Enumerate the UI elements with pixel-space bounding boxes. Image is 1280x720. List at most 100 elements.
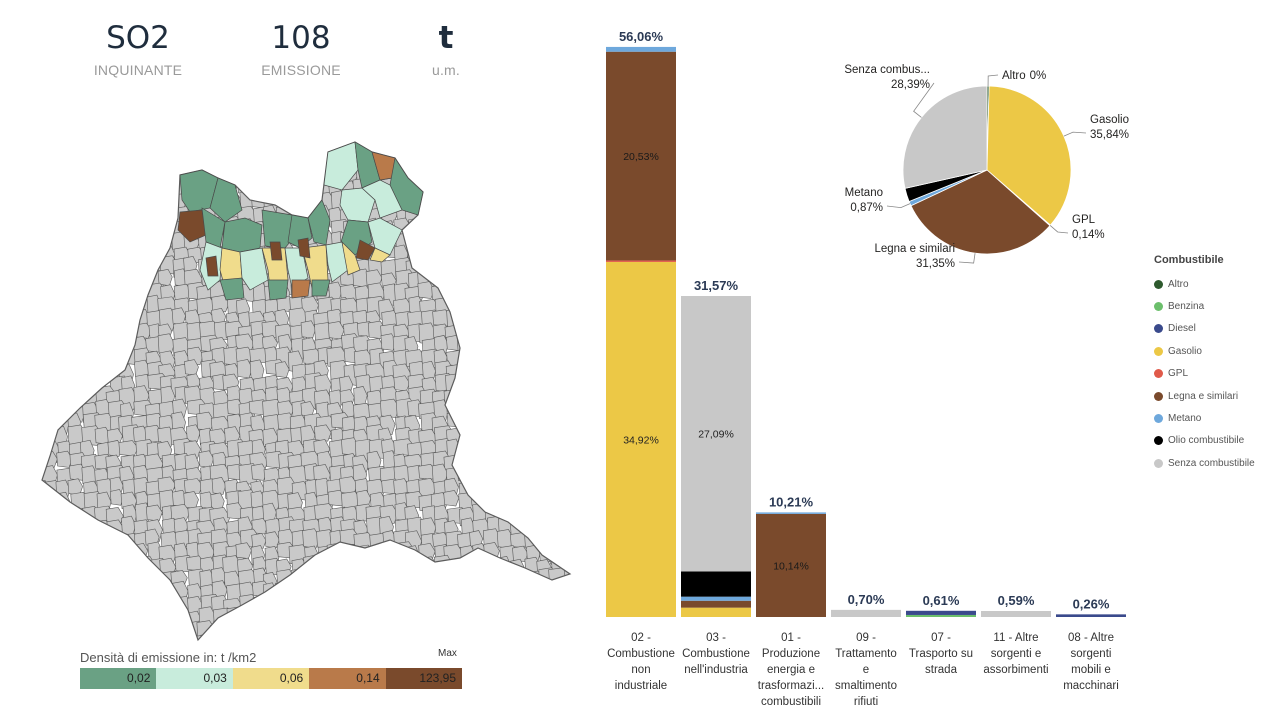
municipality-cell[interactable] xyxy=(458,244,472,268)
municipality-cell[interactable] xyxy=(30,502,45,521)
municipality-cell[interactable] xyxy=(302,609,317,627)
bar-segment[interactable] xyxy=(756,512,826,514)
municipality-cell[interactable] xyxy=(107,311,128,333)
municipality-cell[interactable] xyxy=(508,218,524,235)
municipality-cell[interactable] xyxy=(509,439,531,461)
municipality-cell[interactable] xyxy=(535,179,550,196)
municipality-cell-colored[interactable] xyxy=(297,237,311,259)
municipality-cell[interactable] xyxy=(537,375,553,398)
municipality-cell[interactable] xyxy=(578,179,590,194)
municipality-cell[interactable] xyxy=(54,334,75,353)
municipality-cell[interactable] xyxy=(460,569,482,588)
municipality-cell[interactable] xyxy=(43,167,63,189)
municipality-cell[interactable] xyxy=(118,568,137,585)
municipality-cell[interactable] xyxy=(548,637,567,650)
municipality-cell[interactable] xyxy=(421,242,444,265)
municipality-cell[interactable] xyxy=(274,606,294,625)
municipality-cell[interactable] xyxy=(538,594,555,616)
municipality-cell[interactable] xyxy=(498,142,514,161)
municipality-cell[interactable] xyxy=(498,193,513,213)
municipality-cell[interactable] xyxy=(326,608,342,627)
municipality-cell[interactable] xyxy=(405,619,423,638)
municipality-cell[interactable] xyxy=(353,649,371,650)
municipality-cell[interactable] xyxy=(513,649,529,650)
municipality-cell[interactable] xyxy=(535,528,552,551)
municipality-cell[interactable] xyxy=(158,620,179,640)
municipality-cell[interactable] xyxy=(535,610,551,633)
municipality-cell[interactable] xyxy=(575,517,590,534)
municipality-cell[interactable] xyxy=(431,192,446,215)
municipality-cell[interactable] xyxy=(560,244,577,262)
municipality-cell[interactable] xyxy=(42,622,59,643)
municipality-cell[interactable] xyxy=(512,142,528,159)
municipality-cell[interactable] xyxy=(274,361,290,378)
municipality-cell[interactable] xyxy=(160,180,175,199)
municipality-cell[interactable] xyxy=(173,622,190,644)
municipality-cell-colored[interactable] xyxy=(367,217,403,256)
municipality-cell[interactable] xyxy=(30,528,49,547)
municipality-cell[interactable] xyxy=(211,477,227,495)
municipality-cell[interactable] xyxy=(55,220,75,244)
municipality-cell[interactable] xyxy=(576,505,590,524)
municipality-cell[interactable] xyxy=(550,580,565,599)
municipality-cell[interactable] xyxy=(549,453,568,475)
municipality-cell[interactable] xyxy=(471,153,490,171)
municipality-cell[interactable] xyxy=(575,572,590,595)
municipality-cell[interactable] xyxy=(109,151,125,170)
municipality-cell[interactable] xyxy=(265,130,286,145)
municipality-cell[interactable] xyxy=(32,584,50,603)
municipality-cell-colored[interactable] xyxy=(269,241,283,261)
municipality-cell[interactable] xyxy=(486,232,501,250)
municipality-cell[interactable] xyxy=(69,273,87,297)
municipality-cell[interactable] xyxy=(146,179,167,202)
municipality-cell[interactable] xyxy=(108,569,129,593)
municipality-cell[interactable] xyxy=(263,140,277,156)
municipality-cell[interactable] xyxy=(577,192,590,213)
municipality-cell[interactable] xyxy=(41,178,58,200)
municipality-cell[interactable] xyxy=(290,609,313,632)
municipality-cell[interactable] xyxy=(497,181,514,201)
municipality-cell[interactable] xyxy=(417,607,436,628)
municipality-cell[interactable] xyxy=(535,219,555,242)
municipality-cell[interactable] xyxy=(435,216,454,237)
municipality-cell[interactable] xyxy=(495,490,517,514)
municipality-cell[interactable] xyxy=(353,607,368,626)
municipality-cell[interactable] xyxy=(264,619,282,641)
municipality-cell[interactable] xyxy=(430,256,450,280)
municipality-cell[interactable] xyxy=(461,322,476,343)
municipality-cell[interactable] xyxy=(421,583,441,603)
municipality-cell[interactable] xyxy=(328,619,350,643)
municipality-cell[interactable] xyxy=(122,309,141,328)
municipality-cell[interactable] xyxy=(96,258,117,275)
municipality-cell[interactable] xyxy=(79,335,95,355)
municipality-cell[interactable] xyxy=(213,143,229,167)
municipality-cell[interactable] xyxy=(495,389,511,413)
municipality-cell[interactable] xyxy=(70,594,85,613)
municipality-cell[interactable] xyxy=(54,385,70,403)
municipality-cell[interactable] xyxy=(70,634,93,650)
municipality-cell[interactable] xyxy=(43,195,65,218)
municipality-cell[interactable] xyxy=(577,415,590,434)
municipality-cell[interactable] xyxy=(445,204,463,222)
municipality-cell[interactable] xyxy=(509,581,528,602)
municipality-cell[interactable] xyxy=(79,348,101,371)
municipality-cell[interactable] xyxy=(578,244,590,260)
municipality-cell[interactable] xyxy=(248,165,268,185)
municipality-cell[interactable] xyxy=(524,506,543,525)
municipality-cell[interactable] xyxy=(211,294,230,313)
municipality-cell[interactable] xyxy=(470,620,486,639)
municipality-cell[interactable] xyxy=(199,130,218,147)
municipality-cell[interactable] xyxy=(420,595,437,619)
municipality-cell[interactable] xyxy=(262,502,277,523)
municipality-cell[interactable] xyxy=(509,154,528,175)
municipality-cell[interactable] xyxy=(469,193,487,211)
municipality-cell[interactable] xyxy=(200,632,222,650)
municipality-cell[interactable] xyxy=(551,206,566,224)
municipality-cell[interactable] xyxy=(485,478,504,499)
municipality-cell[interactable] xyxy=(561,532,581,551)
municipality-cell[interactable] xyxy=(41,309,60,330)
municipality-cell[interactable] xyxy=(549,348,567,370)
municipality-cell[interactable] xyxy=(302,634,320,650)
emission-density-map[interactable] xyxy=(30,130,590,650)
municipality-cell[interactable] xyxy=(69,181,85,200)
